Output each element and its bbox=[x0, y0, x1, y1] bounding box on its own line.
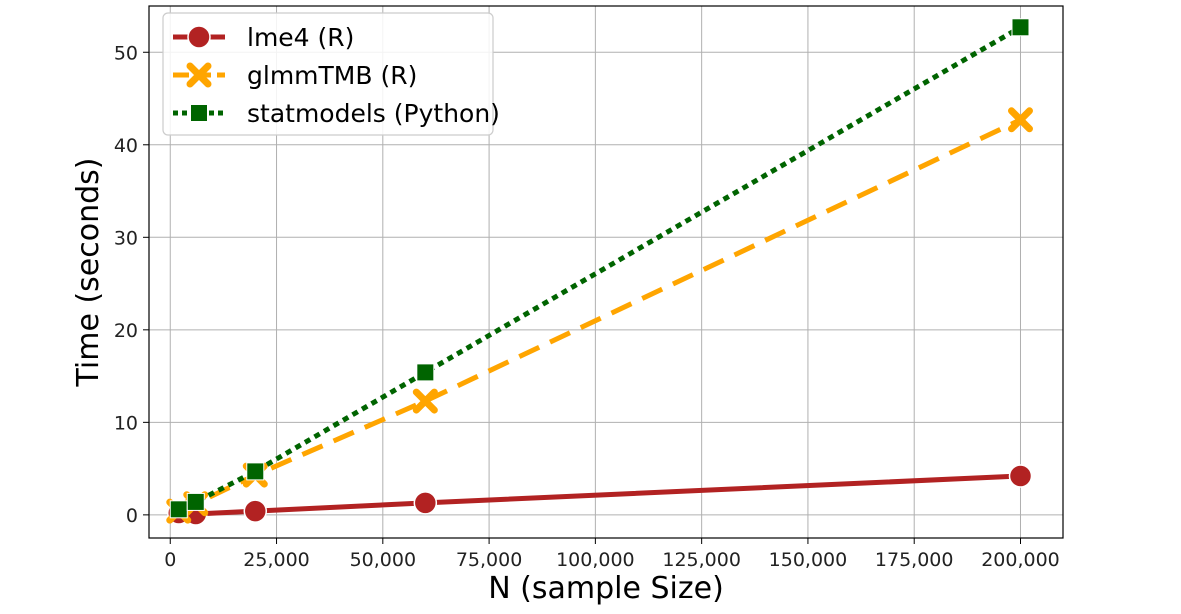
y-tick-label: 0 bbox=[126, 505, 138, 527]
x-tick-label: 150,000 bbox=[769, 549, 848, 571]
data-point bbox=[1011, 18, 1030, 37]
data-point bbox=[1008, 464, 1033, 488]
y-tick-label: 50 bbox=[114, 42, 138, 64]
x-tick-label: 100,000 bbox=[556, 549, 635, 571]
y-tick-label: 20 bbox=[114, 320, 138, 342]
legend-marker bbox=[186, 62, 212, 88]
legend-marker bbox=[187, 25, 211, 49]
ticks: 0 25,000 50,000 75,000 100,000 125,000 150,000… bbox=[114, 42, 1060, 571]
x-tick-label: 125,000 bbox=[662, 549, 741, 571]
legend: lme4 (R) glmmTMB (R) statmodels (Python) bbox=[162, 12, 500, 136]
data-point bbox=[413, 491, 438, 515]
legend-label: glmmTMB (R) bbox=[247, 61, 417, 90]
legend-label: statmodels (Python) bbox=[247, 99, 500, 128]
data-point bbox=[1007, 107, 1033, 133]
x-axis-label: N (sample Size) bbox=[488, 571, 724, 606]
data-point bbox=[169, 500, 188, 519]
series-layer bbox=[166, 18, 1033, 526]
legend-marker bbox=[190, 104, 208, 122]
series-2 bbox=[169, 18, 1030, 519]
x-tick-label: 75,000 bbox=[456, 549, 522, 571]
y-tick-label: 10 bbox=[114, 412, 138, 434]
data-point bbox=[186, 492, 205, 511]
data-point bbox=[243, 499, 268, 523]
legend-label: lme4 (R) bbox=[247, 23, 354, 52]
data-point bbox=[246, 462, 265, 481]
legend-item: statmodels (Python) bbox=[173, 99, 500, 128]
x-tick-label: 175,000 bbox=[875, 549, 954, 571]
y-axis-label: Time (seconds) bbox=[71, 158, 106, 388]
x-tick-label: 0 bbox=[164, 549, 176, 571]
legend-item: glmmTMB (R) bbox=[173, 61, 417, 90]
y-tick-label: 30 bbox=[114, 227, 138, 249]
data-point bbox=[412, 388, 438, 414]
legend-box bbox=[162, 12, 494, 136]
x-tick-label: 25,000 bbox=[243, 549, 309, 571]
y-tick-label: 40 bbox=[114, 135, 138, 157]
legend-items: lme4 (R) glmmTMB (R) statmodels (Python) bbox=[173, 23, 500, 128]
plot-frame bbox=[148, 5, 1064, 539]
x-tick-label: 200,000 bbox=[981, 549, 1060, 571]
data-point bbox=[416, 363, 435, 382]
legend-item: lme4 (R) bbox=[173, 23, 354, 52]
x-tick-label: 50,000 bbox=[350, 549, 416, 571]
